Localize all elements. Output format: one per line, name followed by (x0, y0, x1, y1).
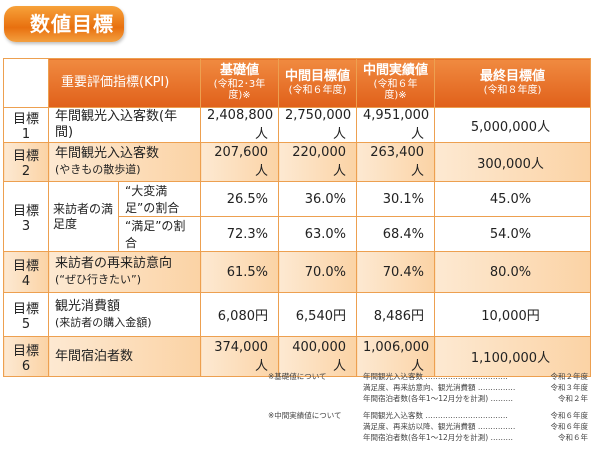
kpi-name: 来訪者の再来訪意向 (“ぜひ行きたい”) (48, 251, 201, 293)
value-cell: 5,000,000人 (434, 107, 591, 143)
kpi-name: 年間観光入込客数(年間) (48, 107, 201, 143)
row-label: 目標 1 (3, 107, 49, 143)
row-label: 目標 6 (3, 336, 49, 377)
value-cell: 26.5% (200, 181, 279, 217)
value-cell: 374,000人 (200, 336, 279, 377)
value-cell: 80.0% (434, 251, 591, 293)
value-cell: 6,080円 (200, 292, 279, 337)
table-row: “満足”の割合 72.3% 63.0% 68.4% 54.0% (4, 216, 591, 252)
value-cell: 30.1% (356, 181, 435, 217)
kpi-name: 年間宿泊者数 (48, 336, 201, 377)
value-cell: 36.0% (278, 181, 357, 217)
row-label: 目標 3 (3, 181, 49, 252)
value-cell: 68.4% (356, 216, 435, 252)
header-mid-actual: 中間実績値 (令和６年度)※ (356, 58, 435, 108)
value-cell: 263,400人 (356, 142, 435, 182)
kpi-name: 観光消費額 (来訪者の購入金額) (48, 292, 201, 337)
footnotes: ※基礎値について 年間観光入込客数 …………………………… 令和２年度 満足度、再来訪… (268, 371, 588, 449)
value-cell: 61.5% (200, 251, 279, 293)
section-title: 数値目標 (4, 6, 124, 42)
value-cell: 10,000円 (434, 292, 591, 337)
row-label: 目標 5 (3, 292, 49, 337)
value-cell: 2,408,800人 (200, 107, 279, 143)
value-cell: 70.4% (356, 251, 435, 293)
header-blank (3, 58, 49, 108)
value-cell: 6,540円 (278, 292, 357, 337)
kpi-sub-a: “大変満足”の割合 (118, 181, 201, 217)
table-row: 目標 5 観光消費額 (来訪者の購入金額) 6,080円 6,540円 8,486円 10,… (3, 292, 591, 337)
header-baseline: 基礎値 (令和2･3年度)※ (200, 58, 279, 108)
footnote-group: ※中間実績値について 年間観光入込客数 …………………………… 令和６年度 満足度、再… (268, 410, 588, 443)
value-cell: 4,951,000人 (356, 107, 435, 143)
value-cell: 1,100,000人 (434, 336, 591, 377)
value-cell: 300,000人 (434, 142, 591, 182)
header-kpi: 重要評価指標(KPI) (48, 58, 201, 108)
value-cell: 45.0% (434, 181, 591, 217)
value-cell: 207,600人 (200, 142, 279, 182)
footnote-line: 年間宿泊者数(各年1～12月分を計測) ……… 令和６年 (363, 433, 588, 442)
footnote-line: 満足度、再来訪以降、観光消費額 …………… 令和６年度 (363, 422, 588, 431)
kpi-name: 年間観光入込客数 (やきもの散歩道) (48, 142, 201, 182)
value-cell: 63.0% (278, 216, 357, 252)
value-cell: 8,486円 (356, 292, 435, 337)
header-final-target: 最終目標値 (令和８年度) (434, 58, 591, 108)
value-cell: 400,000人 (278, 336, 357, 377)
table-row: 目標 3 来訪者の満足度 “大変満足”の割合 26.5% 36.0% 30.1% 45.0% (3, 181, 591, 252)
value-cell: 1,006,000人 (356, 336, 435, 377)
row-label: 目標 4 (3, 251, 49, 293)
value-cell: 70.0% (278, 251, 357, 293)
kpi-sub-b: “満足”の割合 (118, 216, 201, 252)
kpi-table: 重要評価指標(KPI) 基礎値 (令和2･3年度)※ 中間目標値 (令和６年度) 中… (3, 58, 591, 377)
value-cell: 54.0% (434, 216, 591, 252)
footnote-line: 年間観光入込客数 …………………………… 令和２年度 (363, 372, 588, 381)
footnote-line: 年間観光入込客数 …………………………… 令和６年度 (363, 411, 588, 420)
value-cell: 2,750,000人 (278, 107, 357, 143)
value-cell: 72.3% (200, 216, 279, 252)
kpi-name: 来訪者の満足度 (48, 181, 119, 252)
table-row: 目標 1 年間観光入込客数(年間) 2,408,800人 2,750,000人 4,95… (3, 107, 591, 143)
table-row: 目標 2 年間観光入込客数 (やきもの散歩道) 207,600人 220,000人 263… (3, 142, 591, 182)
table-row: 目標 6 年間宿泊者数 374,000人 400,000人 1,006,000人 1,10… (3, 336, 591, 377)
header-mid-target: 中間目標値 (令和６年度) (278, 58, 357, 108)
footnote-heading: ※中間実績値について (268, 411, 342, 420)
footnote-heading: ※基礎値について (268, 372, 327, 381)
value-cell: 220,000人 (278, 142, 357, 182)
table-row: 目標 4 来訪者の再来訪意向 (“ぜひ行きたい”) 61.5% 70.0% 70.4% 80… (3, 251, 591, 293)
row-label: 目標 2 (3, 142, 49, 182)
footnote-line: 満足度、再来訪意向、観光消費額 …………… 令和３年度 (363, 383, 588, 392)
footnote-group: ※基礎値について 年間観光入込客数 …………………………… 令和２年度 満足度、再来訪… (268, 371, 588, 404)
footnote-line: 年間宿泊者数(各年1～12月分を計測) ……… 令和２年 (363, 394, 588, 403)
